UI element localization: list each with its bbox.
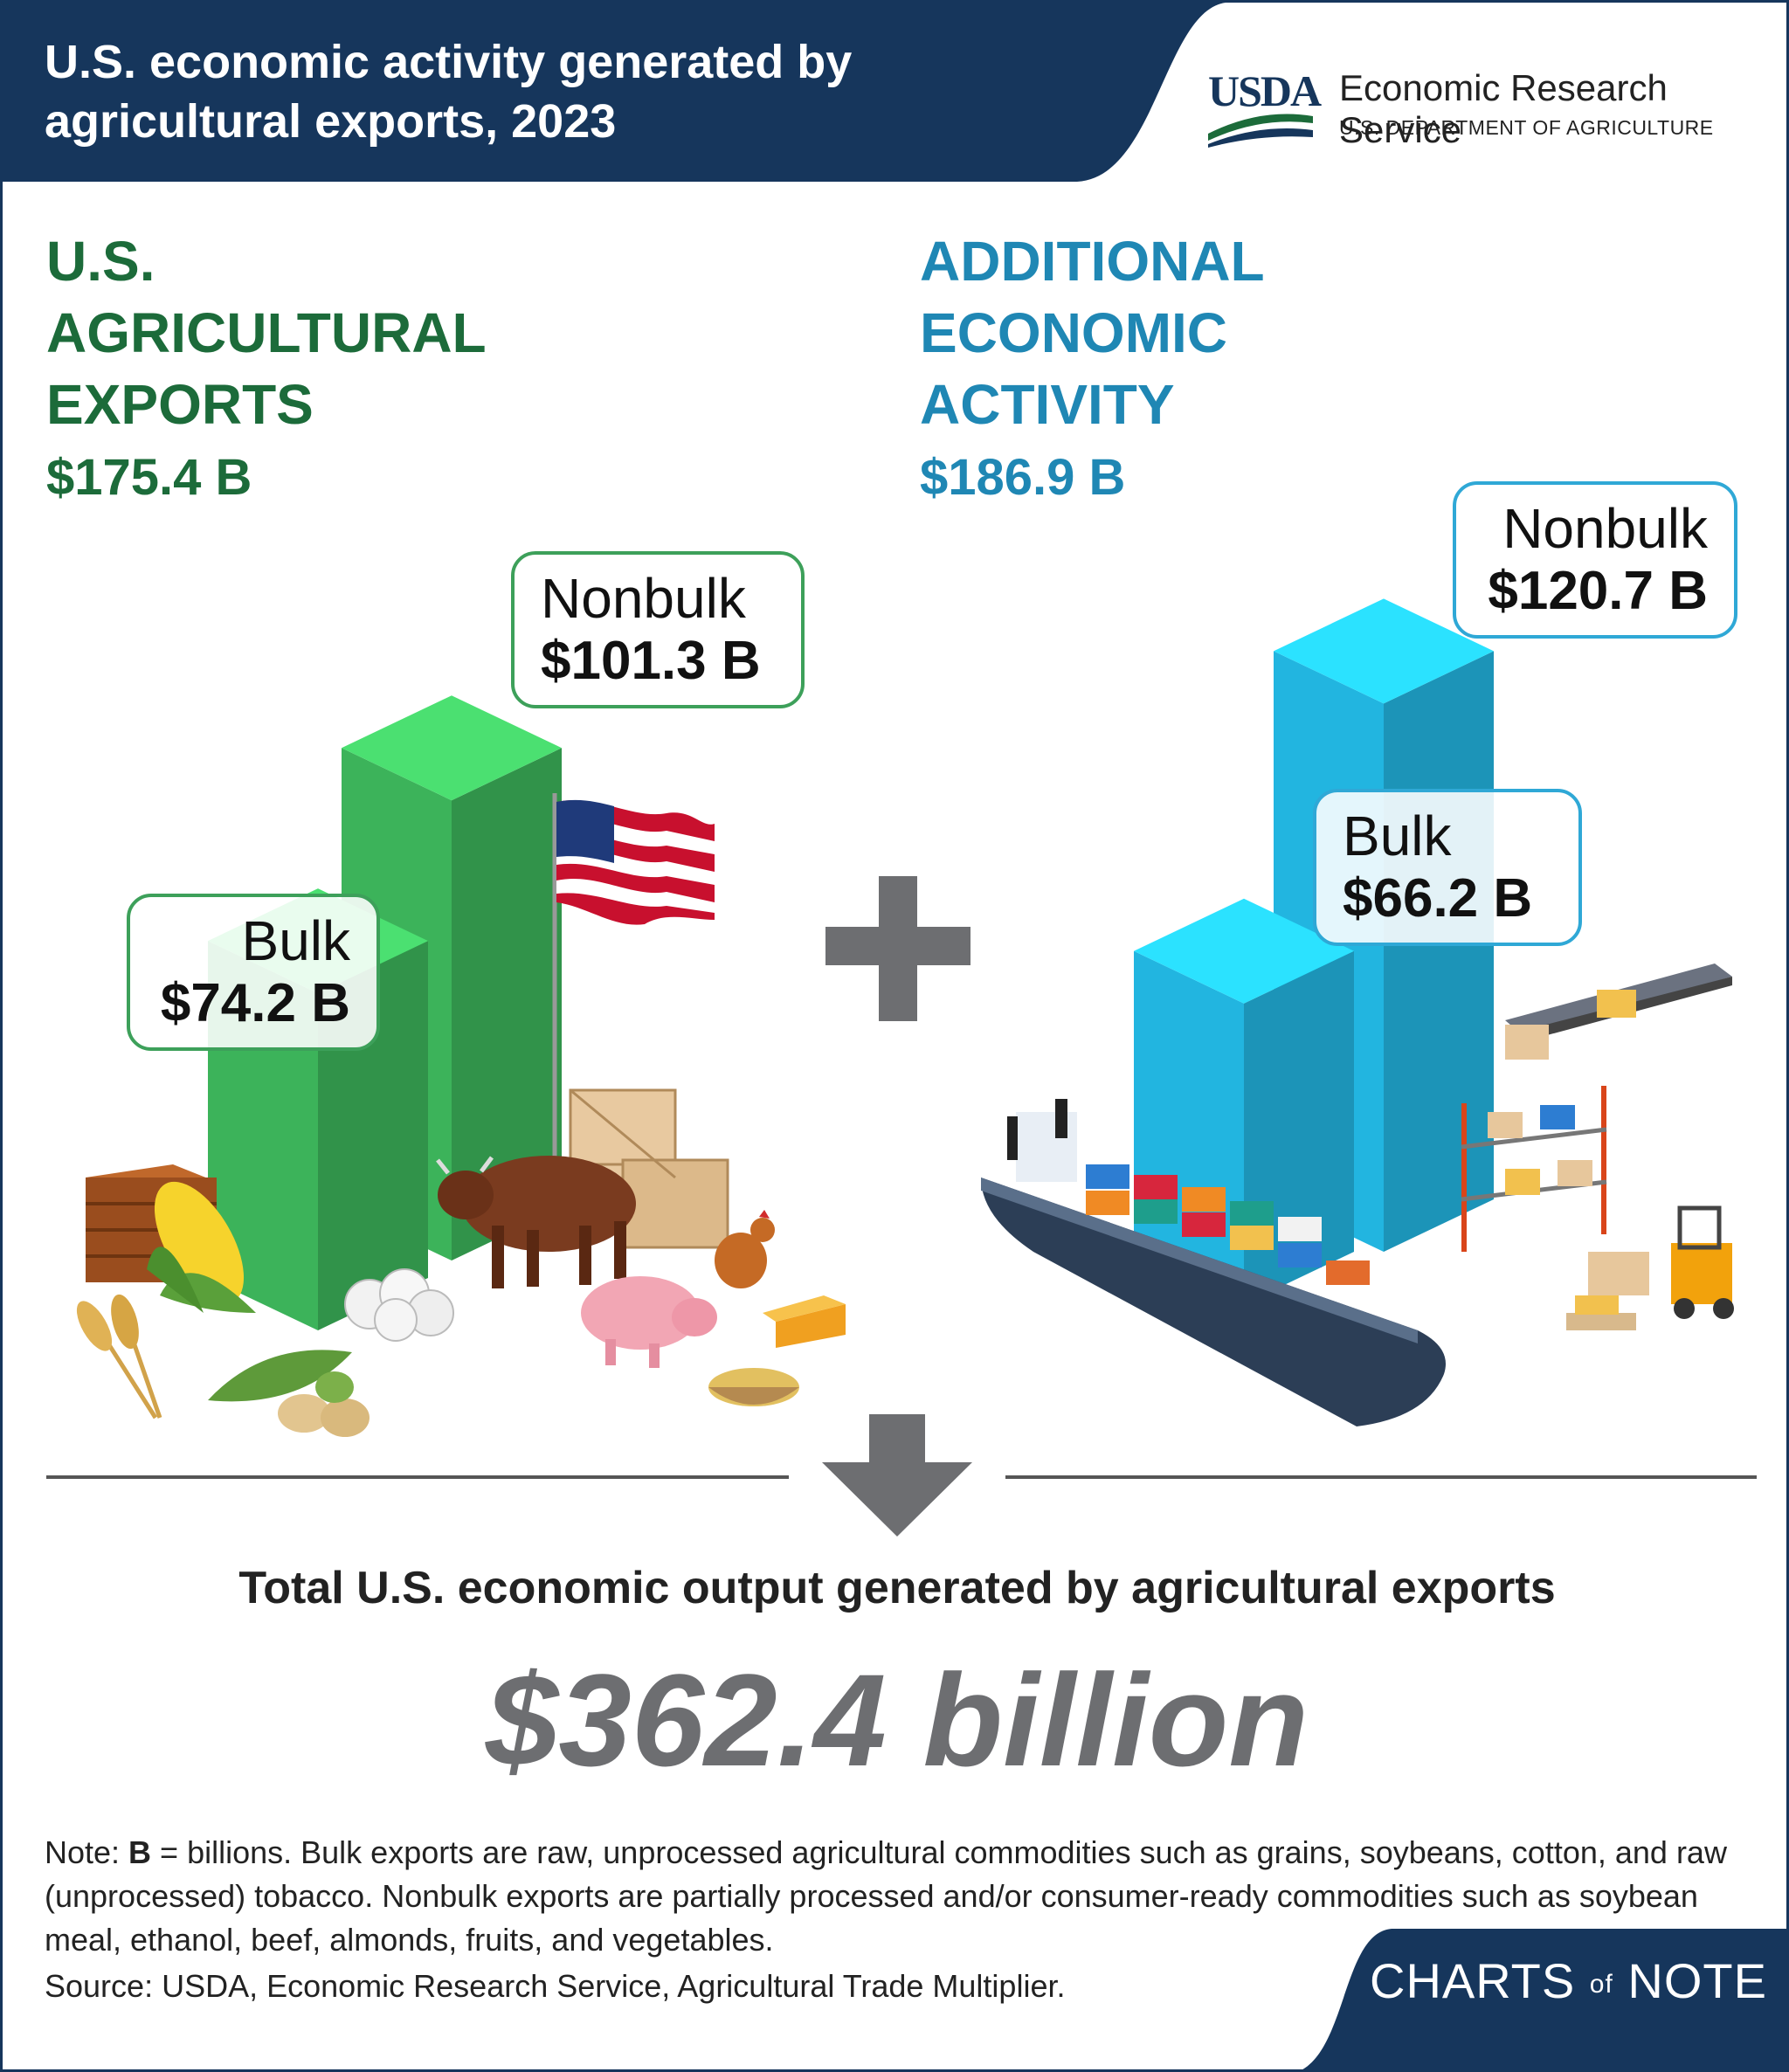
cattle-icon (436, 1156, 636, 1288)
left-heading-line-1: U.S. (46, 230, 155, 293)
conveyor-icon (1505, 963, 1732, 1060)
wheat-icon (76, 1294, 162, 1419)
divider-left (46, 1475, 789, 1479)
illustration (76, 598, 1734, 1437)
source-text: Source: USDA, Economic Research Service,… (45, 1968, 1066, 2004)
charts-of-note-logo: CHARTS of NOTE (1370, 1952, 1767, 2009)
left-bulk-callout: Bulk $74.2 B (127, 894, 380, 1051)
left-nonbulk-label: Nonbulk (541, 567, 746, 630)
note-prefix: Note: (45, 1834, 129, 1870)
left-bulk-label: Bulk (241, 909, 351, 972)
us-flag-icon (552, 793, 715, 1191)
chicken-icon (715, 1210, 775, 1288)
left-heading: U.S. AGRICULTURAL EXPORTS (46, 225, 487, 440)
left-heading-line-2: AGRICULTURAL (46, 301, 487, 364)
corn-icon (147, 1181, 256, 1313)
left-nonbulk-callout: Nonbulk $101.3 B (511, 551, 805, 708)
divider-right (1005, 1475, 1757, 1479)
right-bulk-callout: Bulk $66.2 B (1313, 789, 1582, 946)
usda-hills-icon (1208, 114, 1313, 148)
left-heading-line-3: EXPORTS (46, 373, 314, 436)
right-bulk-value: $66.2 B (1343, 868, 1533, 929)
header-background (3, 3, 1226, 182)
footer-banner (1302, 1929, 1786, 2069)
warehouse-rack-icon (1461, 1086, 1607, 1252)
agency-department: U.S. DEPARTMENT OF AGRICULTURE (1339, 116, 1714, 139)
agency-name: Economic Research Service (1339, 67, 1668, 150)
page-title: U.S. economic activity generated by agri… (45, 36, 853, 148)
total-label: Total U.S. economic output generated by … (238, 1563, 1556, 1613)
left-bulk-value: $74.2 B (160, 973, 350, 1033)
brand-note: NOTE (1627, 1953, 1767, 2008)
forklift-icon (1566, 1205, 1734, 1330)
brand-of: of (1589, 1970, 1613, 1999)
usda-logo-text: USDA (1208, 66, 1322, 115)
right-heading-line-2: ECONOMIC (920, 301, 1227, 364)
right-nonbulk-callout: Nonbulk $120.7 B (1453, 481, 1737, 639)
plus-icon (825, 876, 970, 1021)
container-ship-icon (981, 1099, 1446, 1426)
left-total: $175.4 B (46, 449, 252, 506)
note-bold: B (128, 1834, 152, 1870)
pig-icon (581, 1276, 717, 1368)
right-bulk-label: Bulk (1343, 805, 1452, 867)
down-arrow-icon (822, 1414, 972, 1537)
cheese-icon (763, 1295, 846, 1348)
cotton-icon (344, 1268, 454, 1342)
note-text: Note: B = billions. Bulk exports are raw… (45, 1831, 1739, 1962)
grain-bowl-icon (708, 1368, 799, 1406)
right-nonbulk-label: Nonbulk (1502, 497, 1708, 560)
right-nonbulk-value: $120.7 B (1488, 561, 1708, 621)
right-total: $186.9 B (920, 449, 1126, 506)
right-heading-line-1: ADDITIONAL (920, 230, 1265, 293)
right-heading: ADDITIONAL ECONOMIC ACTIVITY (920, 225, 1265, 440)
right-heading-line-3: ACTIVITY (920, 373, 1175, 436)
total-value: $362.4 billion (485, 1647, 1309, 1793)
soybean-icon (208, 1350, 370, 1437)
note-body: = billions. Bulk exports are raw, unproc… (45, 1834, 1727, 1958)
brand-charts: CHARTS (1370, 1953, 1576, 2008)
left-nonbulk-value: $101.3 B (541, 631, 761, 691)
usda-logo: USDA (1208, 66, 1322, 148)
header-banner: U.S. economic activity generated by agri… (3, 3, 1786, 186)
